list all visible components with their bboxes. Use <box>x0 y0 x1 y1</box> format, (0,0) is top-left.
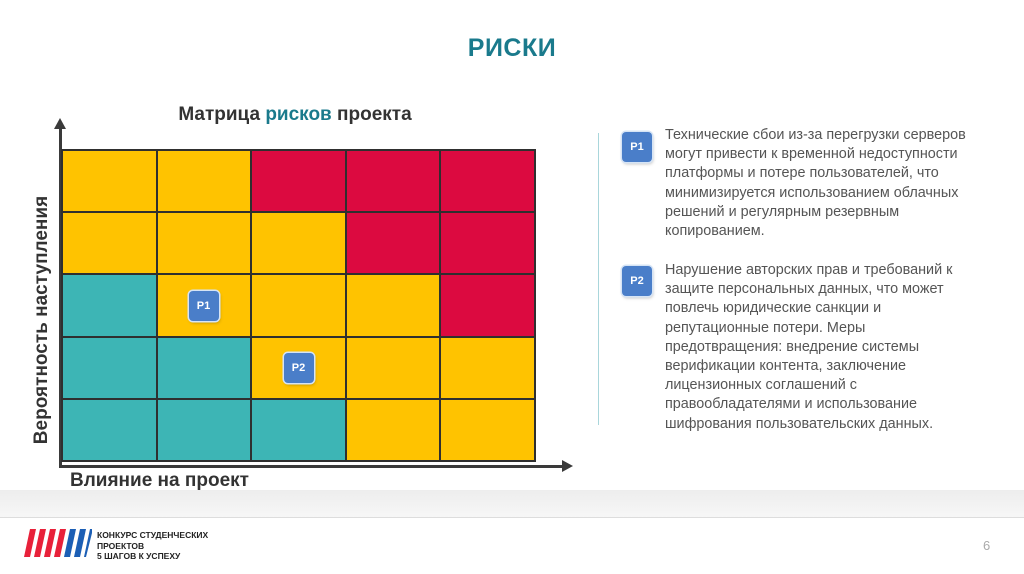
matrix-cell-red <box>440 274 535 337</box>
matrix-cell-yellow <box>156 150 252 213</box>
matrix-cell-yellow <box>345 274 441 337</box>
matrix-cell-red <box>345 150 441 213</box>
risk-badge-p2: P2 <box>622 266 652 296</box>
x-axis-label: Влияние на проект <box>70 470 249 491</box>
matrix-cell-yellow <box>62 150 157 213</box>
matrix-cell-yellow <box>345 336 441 399</box>
footer-band <box>0 490 1024 518</box>
x-axis-line <box>59 465 565 468</box>
matrix-title-part1: Матрица <box>178 104 266 125</box>
y-axis-label: Вероятность наступления <box>31 195 52 445</box>
slide-title: РИСКИ <box>467 34 557 62</box>
matrix-marker-p1: P1 <box>188 290 219 321</box>
matrix-cell-red <box>345 212 441 275</box>
footer-divider <box>0 517 1024 518</box>
matrix-cell-yellow <box>440 336 535 399</box>
matrix-cell-red <box>440 212 535 275</box>
page-number: 6 <box>983 538 991 553</box>
risk-badge-p1: P1 <box>622 132 652 162</box>
matrix-cell-yellow <box>156 212 252 275</box>
matrix-title-accent: рисков <box>265 104 332 125</box>
matrix-cell-yellow <box>62 212 157 275</box>
y-axis-line <box>59 126 62 468</box>
matrix-title: Матрица рисков проекта <box>120 104 470 126</box>
y-axis-arrow-icon <box>54 118 66 129</box>
matrix-title-part2: проекта <box>331 104 412 125</box>
divider-line <box>598 133 599 425</box>
matrix-cell-green <box>62 274 157 337</box>
risk-description-p1: Технические сбои из-за перегрузки сервер… <box>665 127 966 240</box>
matrix-cell-green <box>156 336 252 399</box>
matrix-cell-red <box>440 150 535 213</box>
matrix-cell-yellow <box>345 398 441 461</box>
footer-line-2: ПРОЕКТОВ <box>97 540 145 551</box>
footer-line-1: КОНКУРС СТУДЕНЧЕСКИХ <box>97 530 209 540</box>
matrix-cell-green <box>62 398 157 461</box>
risk-matrix-grid <box>61 149 536 462</box>
matrix-cell-green <box>251 398 346 461</box>
matrix-cell-yellow <box>251 274 346 337</box>
contest-logo-icon <box>24 529 92 557</box>
matrix-cell-green <box>156 398 252 461</box>
matrix-cell-yellow <box>251 212 346 275</box>
x-axis-arrow-icon <box>562 460 573 472</box>
risk-description-p2: Нарушение авторских прав и требований к … <box>665 262 953 432</box>
matrix-cell-green <box>62 336 157 399</box>
matrix-cell-red <box>251 150 346 213</box>
footer-logo-text: КОНКУРС СТУДЕНЧЕСКИХ ПРОЕКТОВ 5 ШАГОВ К … <box>97 530 297 562</box>
footer-line-3: 5 ШАГОВ К УСПЕХУ <box>97 551 181 561</box>
matrix-cell-yellow <box>440 398 535 461</box>
matrix-marker-p2: P2 <box>283 353 314 384</box>
